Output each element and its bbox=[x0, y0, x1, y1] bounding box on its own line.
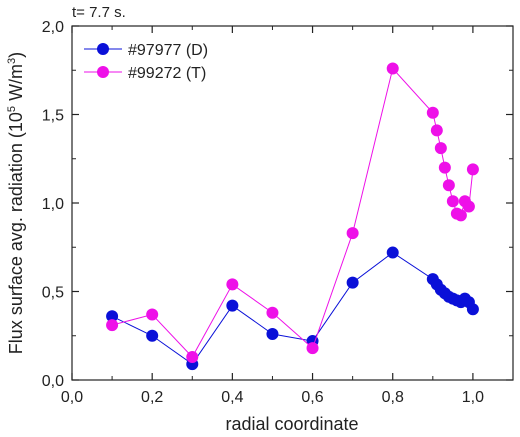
data-point bbox=[466, 163, 479, 176]
y-tick-label: 0,0 bbox=[42, 373, 64, 390]
data-point bbox=[306, 342, 319, 355]
data-point bbox=[106, 310, 119, 323]
data-point bbox=[430, 124, 443, 137]
y-axis-title-unit: W/m bbox=[6, 64, 26, 106]
legend-label: #97977 (D) bbox=[128, 42, 208, 59]
y-axis-title-main: Flux surface avg. radiation (10 bbox=[6, 112, 26, 354]
data-point bbox=[226, 299, 239, 312]
data-point bbox=[462, 200, 475, 213]
legend-marker bbox=[97, 66, 109, 78]
data-point bbox=[386, 62, 399, 75]
y-axis: 0,0 0,5 1,0 1,5 2,0 bbox=[42, 19, 513, 390]
data-point bbox=[434, 142, 447, 155]
x-tick-label: 0,6 bbox=[301, 389, 323, 406]
time-annotation: t= 7.7 s. bbox=[72, 4, 126, 21]
series-2 bbox=[106, 62, 479, 363]
x-axis: 0,0 0,2 0,4 0,6 0,8 1,0 bbox=[61, 26, 514, 406]
x-tick-label: 0,8 bbox=[382, 389, 404, 406]
legend-label: #99272 (T) bbox=[128, 65, 206, 82]
y-tick-label: 0,5 bbox=[42, 285, 64, 302]
legend-marker bbox=[97, 43, 109, 55]
data-point bbox=[346, 276, 359, 289]
data-point bbox=[426, 106, 439, 119]
data-point bbox=[438, 161, 451, 174]
data-point bbox=[454, 209, 467, 222]
data-point bbox=[146, 329, 159, 342]
y-axis-title-close: ) bbox=[6, 52, 26, 58]
x-tick-label: 0,4 bbox=[221, 389, 243, 406]
data-point bbox=[266, 327, 279, 340]
data-point bbox=[146, 308, 159, 321]
data-point bbox=[106, 319, 119, 332]
y-tick-label: 2,0 bbox=[42, 19, 64, 36]
y-axis-title: Flux surface avg. radiation (105 W/m3) bbox=[6, 52, 26, 354]
data-point bbox=[466, 303, 479, 316]
y-axis-title-exp1: 5 bbox=[6, 106, 18, 112]
x-tick-label: 0,2 bbox=[141, 389, 163, 406]
y-axis-title-exp2: 3 bbox=[6, 58, 18, 64]
series-1 bbox=[106, 246, 479, 371]
x-tick-label: 0,0 bbox=[61, 389, 83, 406]
y-tick-label: 1,0 bbox=[42, 196, 64, 213]
data-point bbox=[226, 278, 239, 291]
y-tick-label: 1,5 bbox=[42, 108, 64, 125]
series-line bbox=[111, 67, 474, 358]
x-axis-title: radial coordinate bbox=[225, 414, 358, 434]
series-layer bbox=[106, 62, 479, 371]
series-line bbox=[111, 251, 474, 365]
data-point bbox=[442, 179, 455, 192]
data-point bbox=[386, 246, 399, 259]
data-point bbox=[446, 195, 459, 208]
data-point bbox=[266, 306, 279, 319]
data-point bbox=[346, 227, 359, 240]
legend: #97977 (D) #99272 (T) bbox=[84, 42, 208, 82]
x-tick-label: 1,0 bbox=[462, 389, 484, 406]
data-point bbox=[186, 350, 199, 363]
